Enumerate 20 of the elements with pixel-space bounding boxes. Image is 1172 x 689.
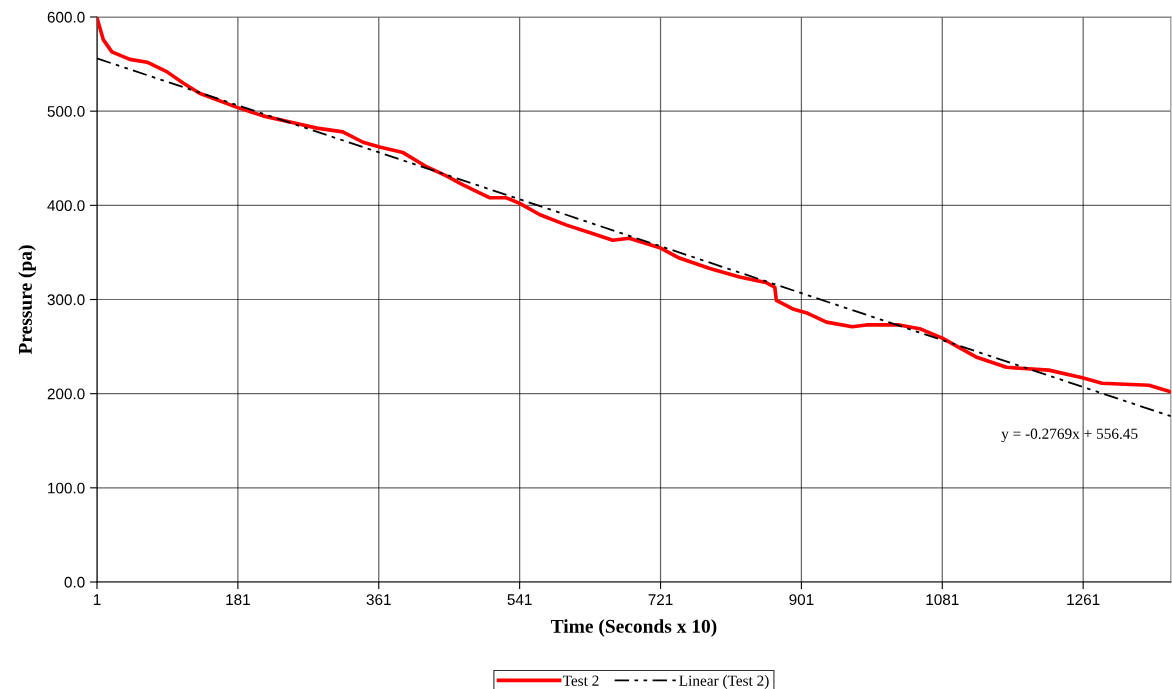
x-tick-label: 1261 [1067, 594, 1100, 606]
annotation: y = -0.2769x + 556.45 [1001, 428, 1138, 443]
x-tick-label: 901 [789, 594, 814, 606]
legend-label: Linear (Test 2) [679, 675, 769, 689]
legend-label: Test 2 [562, 675, 599, 686]
y-tick-label: 200.0 [47, 388, 85, 400]
y-axis-title: Pressure (pa) [18, 245, 36, 355]
y-tick-label: 0.0 [64, 576, 85, 588]
y-tick-label: 600.0 [47, 11, 85, 23]
x-tick-label: 361 [366, 594, 391, 606]
x-tick-label: 541 [507, 594, 532, 606]
x-axis-title: Time (Seconds x 10) [550, 619, 717, 637]
x-tick-label: 1081 [926, 594, 959, 606]
y-tick-label: 500.0 [47, 106, 85, 117]
y-tick-label: 100.0 [48, 482, 85, 494]
x-tick-label: 721 [648, 594, 673, 605]
y-tick-label: 400.0 [47, 200, 85, 212]
y-tick-label: 300.0 [47, 294, 85, 306]
x-tick-label: 1 [93, 594, 101, 605]
x-tick-label: 181 [226, 594, 250, 606]
